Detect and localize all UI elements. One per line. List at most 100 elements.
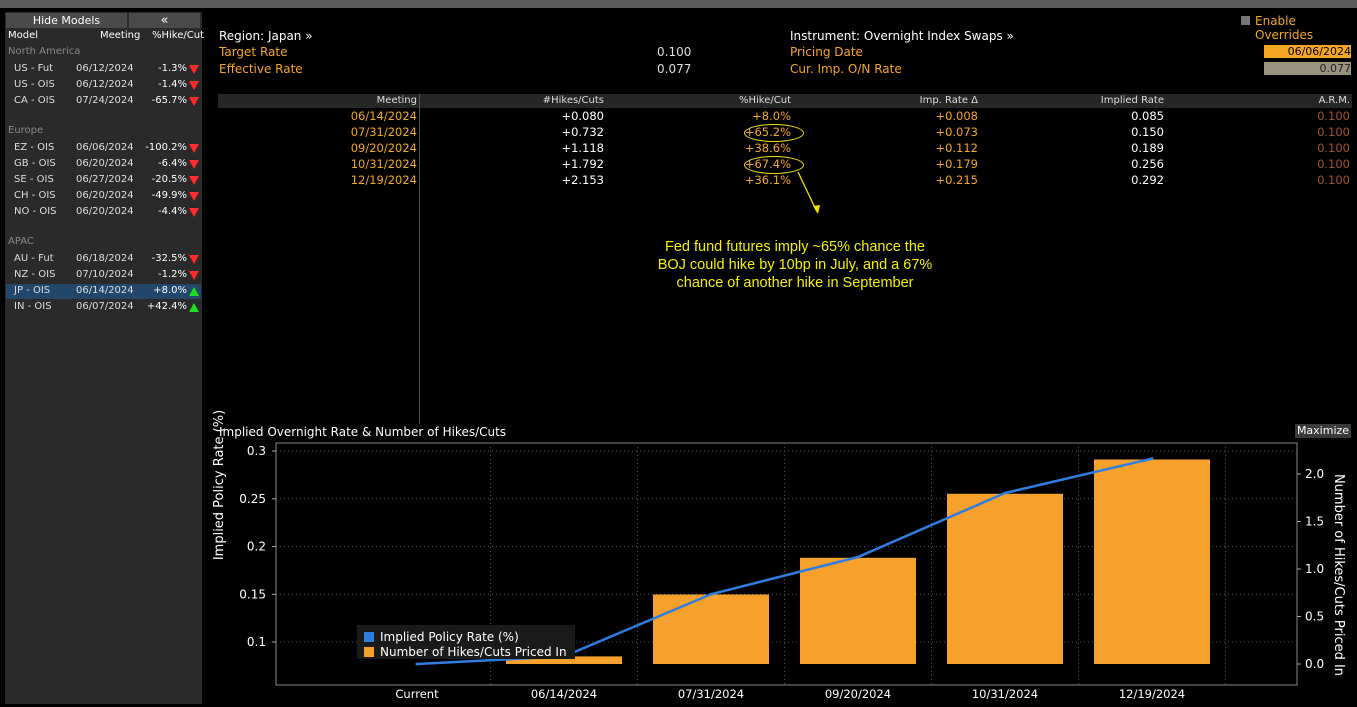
model-row[interactable]: EZ - OIS 06/06/2024 -100.2% <box>6 141 201 156</box>
enable-overrides-label[interactable]: Enable Overrides <box>1255 14 1314 42</box>
legend-label-line: Implied Policy Rate (%) <box>380 630 519 644</box>
legend-label-bar: Number of Hikes/Cuts Priced In <box>380 645 567 659</box>
cell-imp-rate-delta: +0.179 <box>935 157 978 171</box>
bar-hikes-priced-in <box>653 594 769 664</box>
model-hike-cut-value: -1.2% <box>157 269 187 280</box>
cell-meeting: 10/31/2024 <box>350 157 417 171</box>
model-row[interactable]: NO - OIS 06/20/2024 -4.4% <box>6 205 201 220</box>
up-arrow-icon <box>189 287 199 296</box>
model-row[interactable]: NZ - OIS 07/10/2024 -1.2% <box>6 268 201 283</box>
cell-arm: 0.100 <box>1317 141 1350 155</box>
cell-hikes-cuts: +2.153 <box>561 173 604 187</box>
instrument-selector[interactable]: Instrument: Overnight Index Swaps » <box>790 29 1014 43</box>
pricing-date-field[interactable]: 06/06/2024 <box>1264 45 1351 58</box>
target-rate-value: 0.100 <box>657 45 692 59</box>
down-arrow-icon <box>189 65 199 74</box>
cell-pct-hike-cut: +8.0% <box>752 109 791 123</box>
bar-hikes-priced-in <box>1094 459 1210 664</box>
cell-arm: 0.100 <box>1317 157 1350 171</box>
y-tick-label-left: 0.3 <box>247 444 266 458</box>
model-meeting-date: 06/20/2024 <box>76 206 134 217</box>
hide-models-button[interactable]: Hide Models <box>6 13 127 28</box>
down-arrow-icon <box>189 208 199 217</box>
models-group-label: Europe <box>8 125 44 136</box>
highlight-ellipse <box>744 124 804 142</box>
x-tick-label: 10/31/2024 <box>972 687 1038 701</box>
cur-imp-rate-field[interactable]: 0.077 <box>1264 62 1351 75</box>
x-tick-label: 12/19/2024 <box>1119 687 1185 701</box>
col-imp-rate-delta[interactable]: Imp. Rate Δ <box>919 95 978 106</box>
chart-title: Implied Overnight Rate & Number of Hikes… <box>219 425 507 439</box>
model-row[interactable]: IN - OIS 06/07/2024 +42.4% <box>6 300 201 315</box>
cell-imp-rate-delta: +0.008 <box>935 109 978 123</box>
cell-hikes-cuts: +0.732 <box>561 125 604 139</box>
annotation-line-2: BOJ could hike by 10bp in July, and a 67… <box>657 257 933 273</box>
collapse-sidebar-button[interactable]: « <box>129 13 200 28</box>
region-selector[interactable]: Region: Japan » <box>219 29 313 43</box>
maximize-button[interactable]: Maximize <box>1295 424 1351 438</box>
model-meeting-date: 06/20/2024 <box>76 190 134 201</box>
model-meeting-date: 06/14/2024 <box>76 285 134 296</box>
y-axis-left-label: Implied Policy Rate (%) <box>212 409 227 561</box>
col-implied-rate[interactable]: Implied Rate <box>1100 95 1164 106</box>
cell-implied-rate: 0.189 <box>1131 141 1164 155</box>
model-row[interactable]: GB - OIS 06/20/2024 -6.4% <box>6 157 201 172</box>
cell-arm: 0.100 <box>1317 173 1350 187</box>
point-implied-policy-rate <box>709 592 713 596</box>
x-tick-label: 07/31/2024 <box>678 687 744 701</box>
enable-overrides-checkbox[interactable] <box>1241 16 1250 25</box>
model-name: GB - OIS <box>14 158 56 169</box>
model-meeting-date: 07/10/2024 <box>76 269 134 280</box>
point-implied-policy-rate <box>1003 491 1007 495</box>
table-row[interactable]: 09/20/2024 +1.118 +38.6% +0.112 0.189 0.100 <box>218 141 1352 157</box>
y-tick-label-left: 0.2 <box>247 540 266 554</box>
window-top-bar <box>0 0 1357 8</box>
model-meeting-date: 06/07/2024 <box>76 301 134 312</box>
model-hike-cut-value: -1.4% <box>157 79 187 90</box>
model-name: US - Fut <box>14 63 54 74</box>
x-tick-label: 06/14/2024 <box>531 687 597 701</box>
annotation-line-1: Fed fund futures imply ~65% chance the <box>665 239 925 255</box>
highlight-ellipse <box>744 156 804 174</box>
chart-legend: Implied Policy Rate (%) Number of Hikes/… <box>357 625 575 659</box>
y-tick-label-right: 1.0 <box>1305 562 1324 576</box>
col-hikes-cuts[interactable]: #Hikes/Cuts <box>542 95 604 106</box>
model-hike-cut-value: -65.7% <box>151 95 187 106</box>
table-row[interactable]: 06/14/2024 +0.080 +8.0% +0.008 0.085 0.100 <box>218 109 1352 125</box>
model-row[interactable]: US - OIS 06/12/2024 -1.4% <box>6 78 201 93</box>
cell-meeting: 09/20/2024 <box>350 141 417 155</box>
model-name: CA - OIS <box>14 95 55 106</box>
model-meeting-date: 06/06/2024 <box>76 142 134 153</box>
model-name: NZ - OIS <box>14 269 56 280</box>
table-row[interactable]: 12/19/2024 +2.153 +36.1% +0.215 0.292 0.100 <box>218 173 1352 189</box>
down-arrow-icon <box>189 255 199 264</box>
model-row[interactable]: JP - OIS 06/14/2024 +8.0% <box>6 284 201 299</box>
model-name: JP - OIS <box>14 285 51 296</box>
bar-hikes-priced-in <box>800 557 916 664</box>
col-pct-hike-cut[interactable]: %Hike/Cut <box>739 95 791 106</box>
cell-arm: 0.100 <box>1317 125 1350 139</box>
model-name: SE - OIS <box>14 174 54 185</box>
model-row[interactable]: CH - OIS 06/20/2024 -49.9% <box>6 189 201 204</box>
cell-implied-rate: 0.150 <box>1131 125 1164 139</box>
model-row[interactable]: US - Fut 06/12/2024 -1.3% <box>6 62 201 77</box>
model-row[interactable]: AU - Fut 06/18/2024 -32.5% <box>6 252 201 267</box>
model-row[interactable]: CA - OIS 07/24/2024 -65.7% <box>6 94 201 109</box>
cell-pct-hike-cut: +36.1% <box>744 173 791 187</box>
x-tick-label: Current <box>395 687 439 701</box>
models-header-meeting: Meeting <box>100 30 141 41</box>
col-meeting[interactable]: Meeting <box>376 95 417 106</box>
model-row[interactable]: SE - OIS 06/27/2024 -20.5% <box>6 173 201 188</box>
models-group-label: North America <box>8 46 81 57</box>
models-header-hike-cut: %Hike/Cut <box>152 30 204 41</box>
col-arm[interactable]: A.R.M. <box>1318 95 1350 106</box>
point-implied-policy-rate <box>856 555 860 559</box>
y-tick-label-left: 0.1 <box>247 635 266 649</box>
down-arrow-icon <box>189 160 199 169</box>
down-arrow-icon <box>189 271 199 280</box>
model-hike-cut-value: +8.0% <box>153 285 187 296</box>
cell-imp-rate-delta: +0.073 <box>935 125 978 139</box>
model-meeting-date: 06/20/2024 <box>76 158 134 169</box>
cell-hikes-cuts: +0.080 <box>561 109 604 123</box>
point-implied-policy-rate <box>415 662 419 666</box>
